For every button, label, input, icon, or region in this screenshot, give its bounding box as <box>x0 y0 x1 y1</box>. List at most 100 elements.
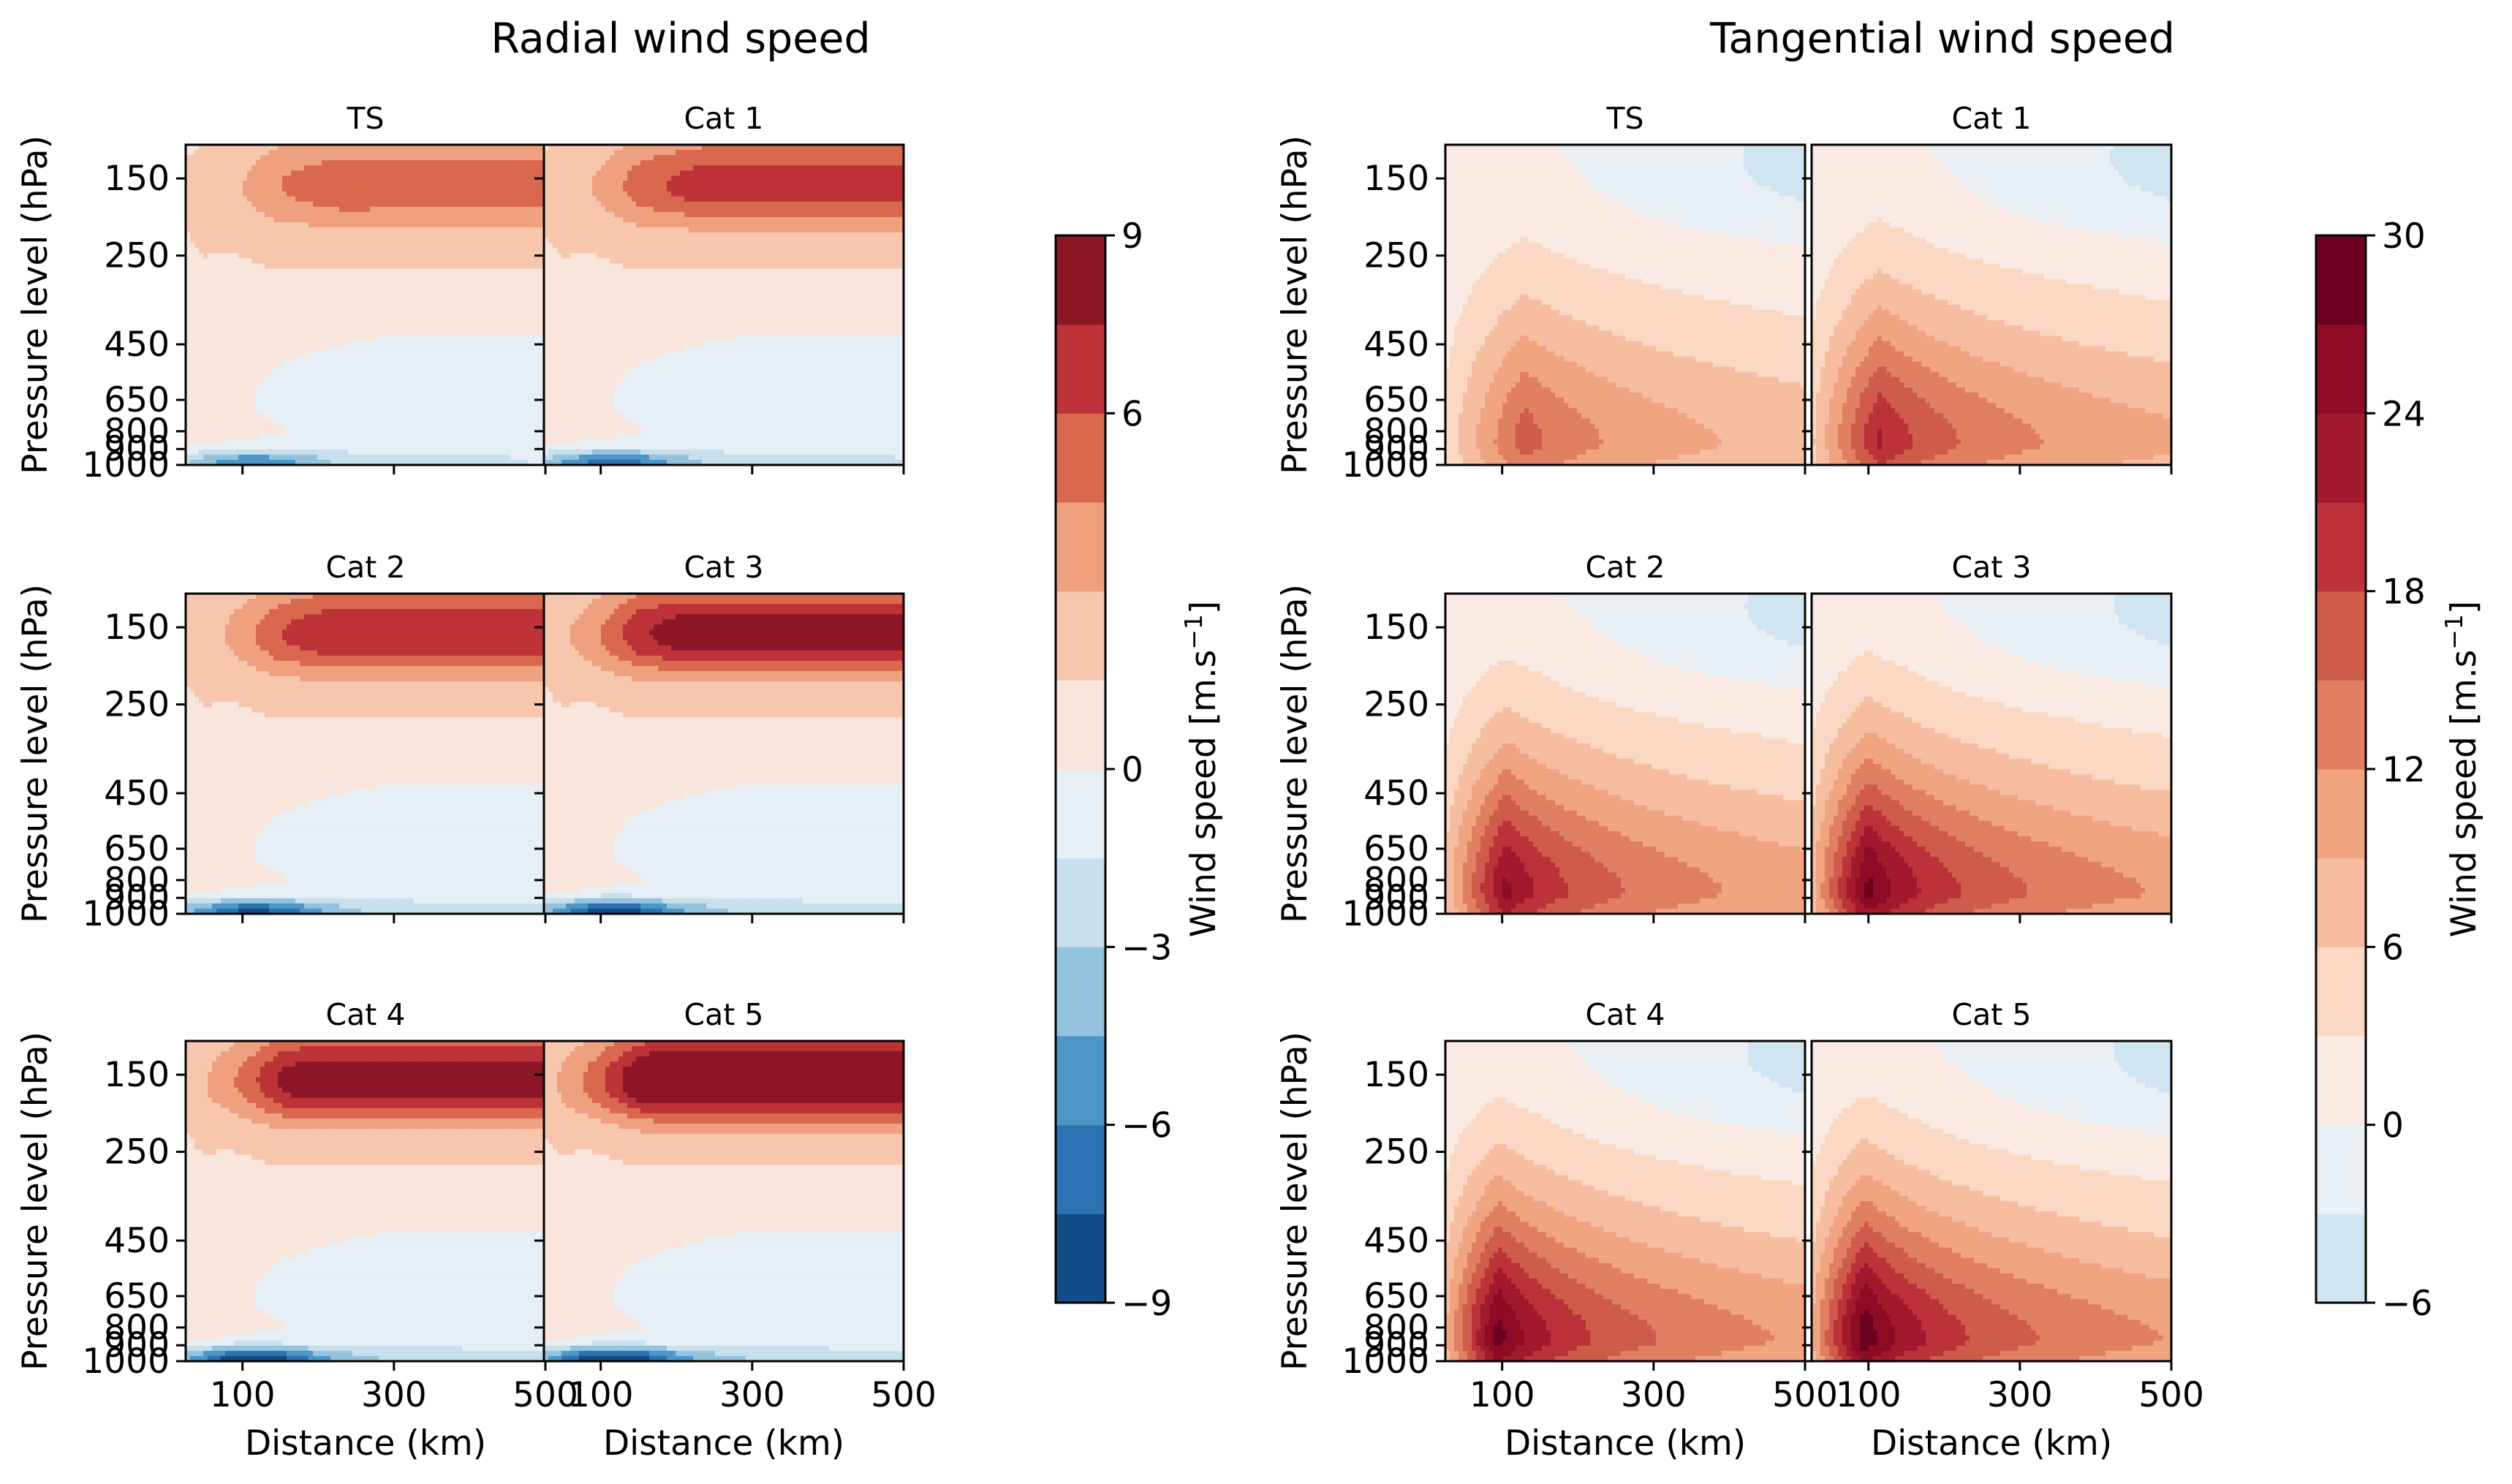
colorbar-segment <box>1056 858 1105 947</box>
y-axis-label: Pressure level (hPa) <box>15 135 56 474</box>
x-tick-label: 300 <box>1987 1375 2053 1415</box>
colorbar-tick-label: 6 <box>2382 928 2404 968</box>
y-tick-label: 1000 <box>82 894 170 934</box>
colorbar-label: Wind speed [m.s−1] <box>2440 601 2484 938</box>
colorbar-segment <box>1056 1125 1105 1214</box>
y-tick-label: 1000 <box>1342 894 1429 934</box>
panel-title: Cat 1 <box>684 101 764 136</box>
contour-field <box>1812 1041 2172 1362</box>
suptitle-tangential: Tangential wind speed <box>1709 15 2175 63</box>
colorbar-segment <box>2316 680 2366 769</box>
y-axis-label: Pressure level (hPa) <box>1275 584 1315 923</box>
y-tick-label: 250 <box>1363 685 1429 725</box>
y-tick-label: 150 <box>1363 1055 1429 1095</box>
colorbar-tick-label: 0 <box>1121 750 1143 790</box>
x-tick-label: 500 <box>871 1375 937 1415</box>
colorbar-segment <box>1056 680 1105 769</box>
y-tick-label: 250 <box>1363 1132 1429 1173</box>
colorbar-segment <box>2316 325 2366 414</box>
x-axis-label: Distance (km) <box>1871 1423 2112 1464</box>
y-tick-label: 450 <box>1363 773 1429 814</box>
colorbar-segment <box>2316 502 2366 591</box>
contour-field <box>1445 1041 1806 1362</box>
panel-title: TS <box>1605 101 1643 136</box>
colorbar-segment <box>1056 769 1105 858</box>
y-tick-label: 1000 <box>82 1341 170 1382</box>
y-tick-label: 450 <box>1363 325 1429 365</box>
colorbar-label: Wind speed [m.s−1] <box>1179 601 1224 938</box>
panel-title: Cat 3 <box>684 550 764 585</box>
x-tick-label: 100 <box>1836 1375 1902 1415</box>
colorbar-segment <box>2316 947 2366 1036</box>
y-axis-label: Pressure level (hPa) <box>1275 1031 1315 1371</box>
contour-field <box>186 1041 546 1362</box>
suptitle-radial: Radial wind speed <box>491 15 870 63</box>
colorbar-segment <box>2316 858 2366 947</box>
x-axis-label: Distance (km) <box>1505 1423 1746 1464</box>
colorbar-tick-label: 6 <box>1121 394 1143 434</box>
y-tick-label: 150 <box>1363 159 1429 199</box>
contour-field <box>186 145 546 466</box>
colorbar-segment <box>1056 235 1105 325</box>
panel-cat-3-radial: Cat 3 <box>534 550 904 923</box>
y-tick-label: 450 <box>104 773 170 814</box>
panel-cat-1-tangential: Cat 1 <box>1802 101 2172 474</box>
colorbar-tick-label: −6 <box>1121 1106 1172 1146</box>
y-tick-label: 250 <box>104 236 170 276</box>
colorbar-segment <box>2316 1125 2366 1214</box>
panel-title: Cat 5 <box>684 997 764 1032</box>
y-tick-label: 250 <box>104 1132 170 1173</box>
x-tick-label: 500 <box>2138 1375 2204 1415</box>
y-tick-label: 450 <box>104 1221 170 1261</box>
panel-title: Cat 1 <box>1952 101 2032 136</box>
y-axis-label: Pressure level (hPa) <box>15 584 56 923</box>
colorbar-tick-label: 18 <box>2382 572 2426 613</box>
panel-title: Cat 3 <box>1952 550 2032 585</box>
y-tick-label: 250 <box>1363 236 1429 276</box>
colorbar-tick-label: 24 <box>2382 394 2426 434</box>
y-tick-label: 450 <box>104 325 170 365</box>
contour-field <box>544 594 904 915</box>
x-tick-label: 300 <box>361 1375 427 1415</box>
x-tick-label: 300 <box>719 1375 785 1415</box>
y-axis-label: Pressure level (hPa) <box>1275 135 1315 474</box>
colorbar-tick-label: 12 <box>2382 750 2426 790</box>
panel-cat-1-radial: Cat 1 <box>534 101 904 474</box>
y-axis-label: Pressure level (hPa) <box>15 1031 56 1371</box>
colorbar-segment <box>2316 413 2366 502</box>
y-tick-label: 250 <box>104 685 170 725</box>
colorbar-segment <box>2316 235 2366 325</box>
colorbar-segment <box>1056 325 1105 414</box>
colorbar-segment <box>2316 1214 2366 1303</box>
colorbar-segment <box>2316 1036 2366 1125</box>
x-axis-label: Distance (km) <box>245 1423 486 1464</box>
y-tick-label: 450 <box>1363 1221 1429 1261</box>
y-tick-label: 150 <box>104 159 170 199</box>
panel-title: Cat 4 <box>1586 997 1665 1032</box>
colorbar-tick-label: −3 <box>1121 928 1172 968</box>
panel-title: Cat 4 <box>326 997 406 1032</box>
colorbar-tick-label: 0 <box>2382 1106 2404 1146</box>
x-tick-label: 500 <box>1772 1375 1838 1415</box>
y-tick-label: 1000 <box>1342 445 1429 485</box>
colorbar-tick-label: −9 <box>1121 1284 1172 1324</box>
colorbar-segment <box>2316 591 2366 681</box>
contour-field <box>1812 594 2172 915</box>
x-axis-label: Distance (km) <box>603 1423 844 1464</box>
contour-field <box>1445 145 1806 466</box>
colorbar-radial: 96−3−6−90 Wind speed [m.s−1] <box>1056 216 1224 1324</box>
colorbar-segment <box>2316 769 2366 858</box>
x-tick-label: 100 <box>1469 1375 1535 1415</box>
colorbar-tick-label: −6 <box>2382 1284 2432 1324</box>
panel-title: Cat 2 <box>326 550 406 585</box>
y-tick-label: 1000 <box>82 445 170 485</box>
colorbar-segment <box>1056 1036 1105 1125</box>
